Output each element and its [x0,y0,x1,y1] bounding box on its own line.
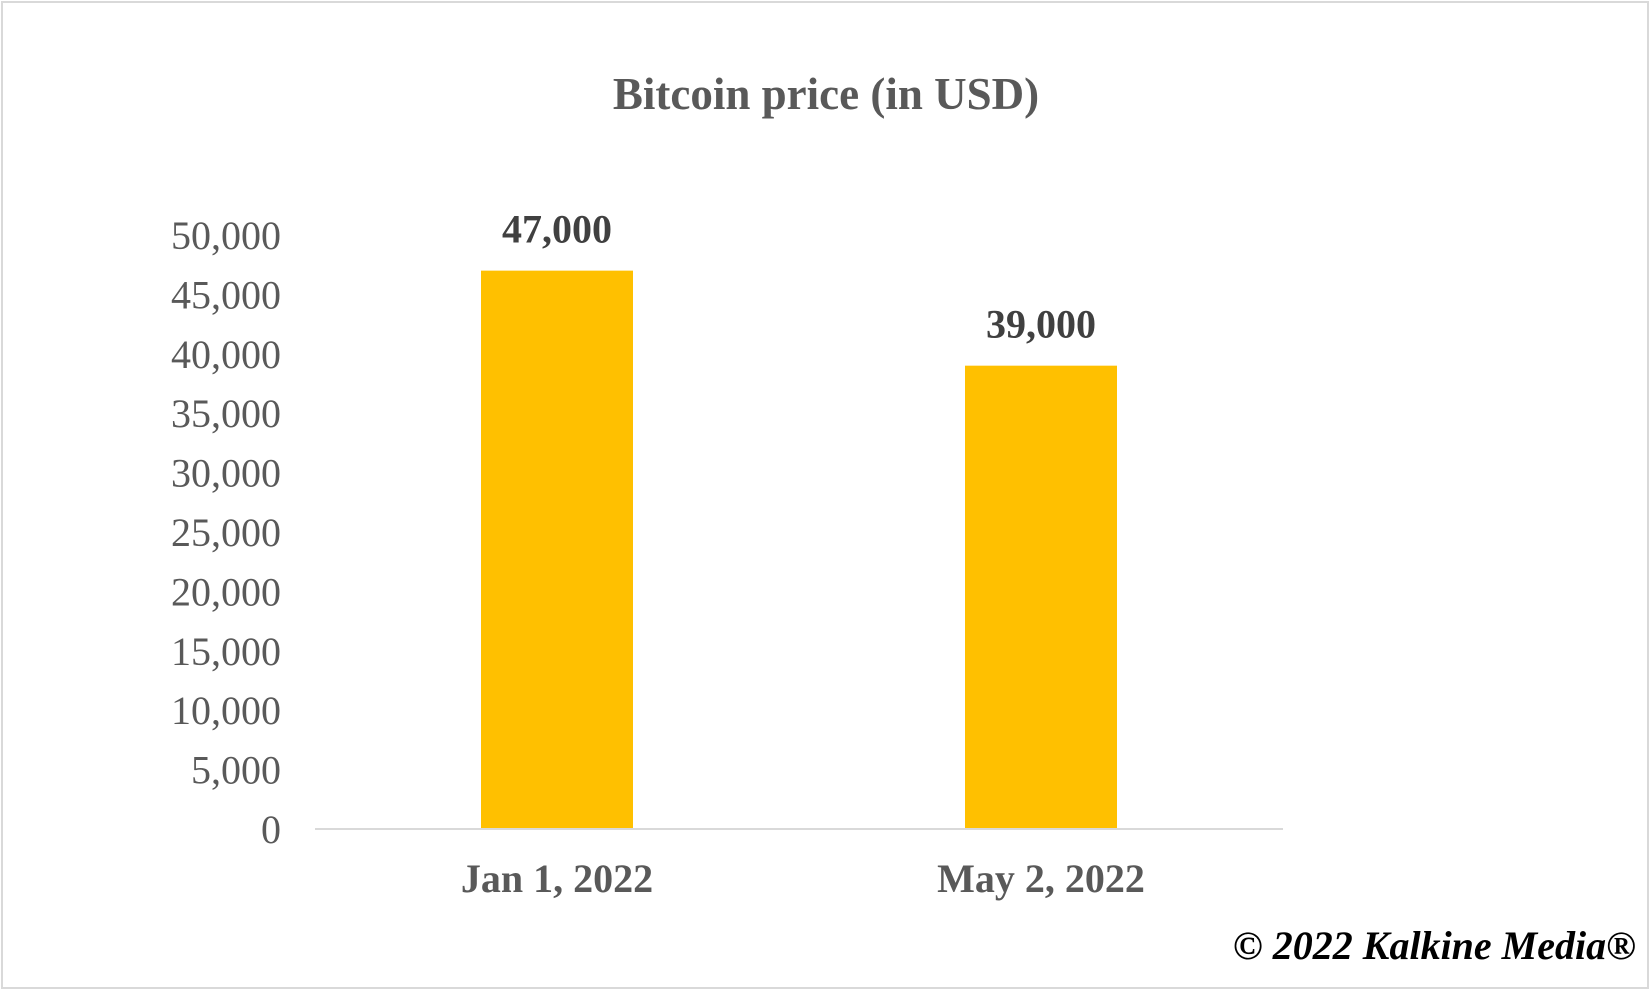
y-tick-label: 15,000 [171,629,281,674]
y-tick-label: 45,000 [171,272,281,317]
x-axis-tick-labels: Jan 1, 2022 May 2, 2022 [461,856,1145,901]
y-tick-label: 35,000 [171,391,281,436]
data-labels: 47,000 39,000 [502,207,1096,347]
y-tick-label: 20,000 [171,569,281,614]
bar [481,270,633,829]
bars [481,270,1117,829]
y-tick-label: 50,000 [171,213,281,258]
y-tick-label: 10,000 [171,688,281,733]
data-label: 39,000 [986,302,1096,347]
x-tick-label: May 2, 2022 [937,856,1145,901]
y-tick-label: 0 [261,807,281,852]
copyright-text: © 2022 Kalkine Media® [1232,923,1636,968]
y-tick-label: 40,000 [171,332,281,377]
x-tick-label: Jan 1, 2022 [461,856,653,901]
y-tick-label: 25,000 [171,510,281,555]
chart-title: Bitcoin price (in USD) [612,69,1040,119]
bar [965,365,1117,829]
y-tick-label: 30,000 [171,451,281,496]
y-tick-label: 5,000 [191,748,281,793]
data-label: 47,000 [502,207,612,252]
y-axis-tick-labels: 0 5,000 10,000 15,000 20,000 25,000 30,000 35,0… [171,213,281,852]
